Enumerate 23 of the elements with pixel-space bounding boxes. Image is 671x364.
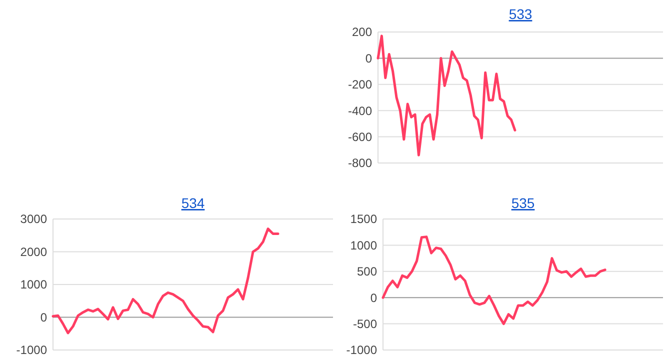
y-tick-label: -1000 [346, 343, 378, 358]
chart-title: 534 [181, 195, 205, 211]
y-tick-label: 0 [365, 51, 372, 66]
y-tick-label: -1000 [16, 343, 48, 358]
y-tick-label: 1000 [20, 278, 48, 292]
y-tick-label: 500 [356, 264, 378, 279]
y-tick-label: -200 [348, 78, 372, 92]
y-tick-label: 1500 [350, 212, 378, 226]
line-series [52, 228, 280, 334]
y-tick-label: 1000 [350, 238, 378, 252]
y-tick-label: -800 [348, 156, 372, 170]
y-tick-label: 3000 [20, 212, 48, 226]
y-tick-label: 200 [352, 25, 372, 40]
chart-title: 533 [508, 6, 532, 22]
line-series [382, 236, 606, 326]
y-tick-label: -500 [352, 317, 378, 331]
chart-title: 535 [511, 195, 535, 211]
y-tick-label: -400 [348, 104, 372, 118]
y-tick-label: -600 [348, 130, 372, 144]
y-tick-label: 0 [370, 290, 378, 305]
line-series [376, 34, 516, 156]
y-tick-label: 0 [40, 310, 48, 324]
y-tick-label: 2000 [20, 244, 48, 259]
